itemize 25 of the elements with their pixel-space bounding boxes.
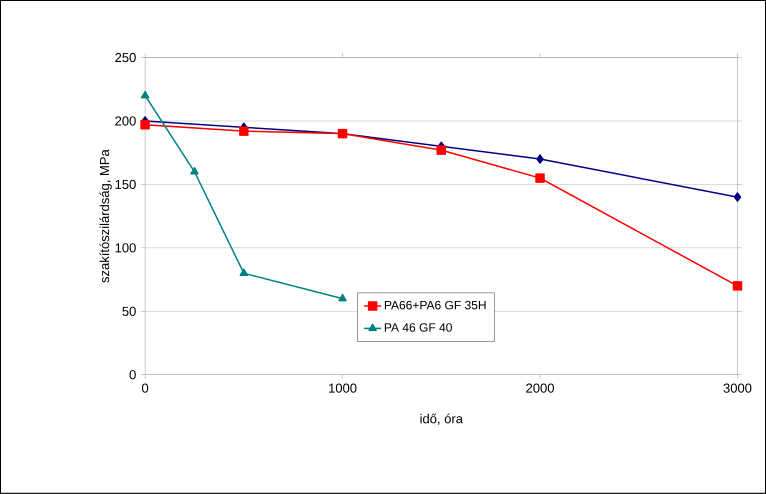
point xyxy=(140,120,150,130)
y-tick-label: 100 xyxy=(116,243,136,253)
x-tick-label: 1000 xyxy=(329,384,357,393)
point xyxy=(535,173,545,183)
legend-label: PA66+PA6 GF 35H xyxy=(384,300,486,310)
y-tick-label: 150 xyxy=(116,180,136,190)
y-tick-label: 250 xyxy=(115,53,136,62)
point xyxy=(734,192,742,202)
point xyxy=(239,126,249,136)
point xyxy=(338,294,347,302)
x-tick-label: 3000 xyxy=(724,384,752,393)
point xyxy=(436,146,446,156)
point xyxy=(190,167,199,175)
point xyxy=(140,90,150,98)
x-tick-label: 0 xyxy=(142,384,148,393)
y-axis-title: szakítószilárdság, MPa xyxy=(99,149,112,283)
y-tick-label: 200 xyxy=(115,116,136,126)
x-tick-label: 2000 xyxy=(526,384,554,393)
y-tick-label: 50 xyxy=(122,306,136,316)
point xyxy=(536,154,544,164)
point xyxy=(732,281,742,291)
x-axis-title: idő, óra xyxy=(420,414,463,425)
point xyxy=(240,268,248,276)
y-tick-label: 0 xyxy=(130,370,136,380)
legend-label: PA 46 GF 40 xyxy=(384,323,452,332)
